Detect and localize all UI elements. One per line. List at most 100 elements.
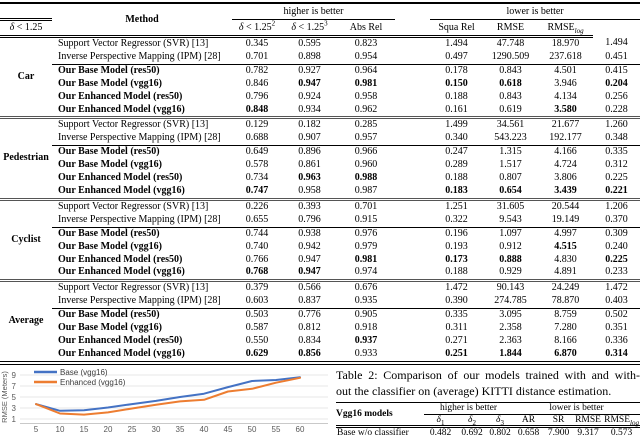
metric-value: 3.580 <box>538 103 594 120</box>
metric-value: 0.918 <box>354 322 378 334</box>
metric-value: 0.676 <box>354 282 378 294</box>
legend-label: Enhanced (vgg16) <box>60 378 126 387</box>
metric-value: 0.595 <box>298 38 321 49</box>
metric-value: 0.701 <box>232 50 282 65</box>
column-gap <box>395 103 431 120</box>
method-name: Inverse Perspective Mapping (IPM) [28] <box>52 213 232 228</box>
rmse-vs-distance-chart: 1 3 5 7 9 5 10 15 20 25 30 35 40 45 50 55 60 RMSE (Meters… <box>0 360 332 436</box>
column-gap <box>395 37 430 51</box>
metric-value: 0.379 <box>245 282 269 294</box>
metric-value: 47.748 <box>496 38 525 49</box>
metric-header-sr: SR <box>544 414 574 428</box>
metric-value: 237.618 <box>538 50 594 65</box>
caption-line-1: Table 2: Comparison of our models traine… <box>336 368 640 382</box>
method-name: Our Base Model (vgg16) <box>58 240 162 252</box>
metric-value: 0.629 <box>232 347 282 365</box>
metric-value: 1.517 <box>499 159 522 171</box>
method-name: Our Enhanced Model (vgg16) <box>52 347 232 365</box>
metric-value: 0.701 <box>354 200 378 212</box>
metric-value: 0.942 <box>298 240 321 252</box>
method-name: Our Enhanced Model (res50) <box>58 90 183 102</box>
metric-value: 0.976 <box>354 227 378 239</box>
metric-value: 0.974 <box>337 266 396 283</box>
table-row: Our Base Model (res50) 0.649 0.896 0.966 0.2… <box>0 146 640 159</box>
metric-value: 0.550 <box>245 334 269 346</box>
column-gap <box>395 146 430 159</box>
metric-value: 0.768 <box>232 266 282 283</box>
corner-cell <box>0 3 52 21</box>
column-gap <box>395 281 430 295</box>
classifier-ablation-table: Vgg16 models higher is better lower is b… <box>336 402 640 436</box>
column-gap <box>395 309 430 322</box>
column-gap <box>395 159 430 172</box>
metric-value: 0.503 <box>245 309 269 321</box>
metric-value: 0.802 <box>487 426 514 436</box>
metric-value: 8.166 <box>554 334 577 346</box>
metric-value: 21.677 <box>551 119 580 131</box>
metric-value: 0.938 <box>298 227 321 239</box>
metric-value: 0.934 <box>282 103 337 120</box>
y-tick-label: 3 <box>12 404 17 413</box>
method-name: Our Enhanced Model (vgg16) <box>52 266 232 283</box>
category-label: Average <box>0 280 52 365</box>
metric-value: 0.888 <box>499 253 522 265</box>
metric-value: 0.907 <box>282 132 337 147</box>
metric-value: 19.149 <box>538 213 594 228</box>
table-row: Car Support Vector Regressor (SVR) [13] 0.… <box>0 36 640 120</box>
x-tick-label: 10 <box>56 425 65 434</box>
metric-value: 0.182 <box>298 119 321 131</box>
column-gap <box>395 227 430 240</box>
metric-value: 0.403 <box>593 295 640 310</box>
table-row: Our Base Model (vgg16) 0.578 0.861 0.960 0.2… <box>0 159 640 172</box>
metric-value: 31.605 <box>496 200 525 212</box>
metric-value: 0.161 <box>430 103 484 120</box>
metric-value: 1.472 <box>605 282 628 294</box>
metric-value: 0.958 <box>282 184 337 201</box>
table-row: Our Base Model (res50) 0.782 0.927 0.964 0.1… <box>0 64 640 77</box>
method-name: Support Vector Regressor (SVR) [13] <box>58 38 209 49</box>
metric-value: 0.843 <box>499 64 522 76</box>
metric-value: 0.603 <box>232 295 282 310</box>
x-tick-label: 55 <box>272 425 281 434</box>
x-tick-label: 40 <box>200 425 209 434</box>
metric-value: 0.776 <box>298 309 321 321</box>
metric-value: 0.649 <box>245 146 269 158</box>
metric-value: 0.240 <box>605 240 628 252</box>
metric-header-delta2: δ < 1.252 <box>232 19 282 38</box>
method-name: Our Base Model (res50) <box>58 146 160 158</box>
metric-value: 0.688 <box>232 132 282 147</box>
y-tick-label: 7 <box>12 382 17 391</box>
metric-value: 0.912 <box>499 240 522 252</box>
model-name: Base w/o classifier <box>336 426 424 436</box>
x-tick-label: 5 <box>34 425 39 434</box>
table2-caption: Table 2: Comparison of our models traine… <box>336 367 640 399</box>
metric-value: 0.987 <box>337 184 396 201</box>
metric-value: 0.578 <box>245 159 269 171</box>
metric-value: 90.143 <box>496 282 525 294</box>
metric-value: 1.494 <box>445 38 468 49</box>
column-gap <box>395 213 431 228</box>
metric-value: 0.335 <box>605 146 628 158</box>
column-gap <box>395 78 430 91</box>
metric-value: 0.937 <box>354 334 378 346</box>
column-gap <box>395 184 431 201</box>
metric-value: 0.482 <box>424 426 457 436</box>
metric-value: 0.340 <box>430 132 484 147</box>
table-row: Our Enhanced Model (vgg16) 0.768 0.947 0.97… <box>0 266 640 283</box>
metric-value: 0.129 <box>245 119 269 131</box>
x-tick-label: 20 <box>104 425 113 434</box>
metric-value: 0.150 <box>445 77 468 89</box>
metric-header-d3: δ3 <box>487 414 514 428</box>
metric-value: 6.870 <box>538 347 594 365</box>
column-gap <box>395 50 431 65</box>
metric-value: 24.249 <box>551 282 580 294</box>
metric-value: 0.957 <box>337 132 396 147</box>
metric-value: 0.962 <box>337 103 396 120</box>
column-gap <box>395 199 430 213</box>
metric-value: 7.280 <box>554 322 577 334</box>
table-row: Inverse Perspective Mapping (IPM) [28] 0.… <box>0 295 640 310</box>
method-header: Method <box>52 3 232 38</box>
metric-value: 0.225 <box>605 172 628 184</box>
metric-value: 4.501 <box>554 64 577 76</box>
y-tick-label: 5 <box>12 393 17 402</box>
